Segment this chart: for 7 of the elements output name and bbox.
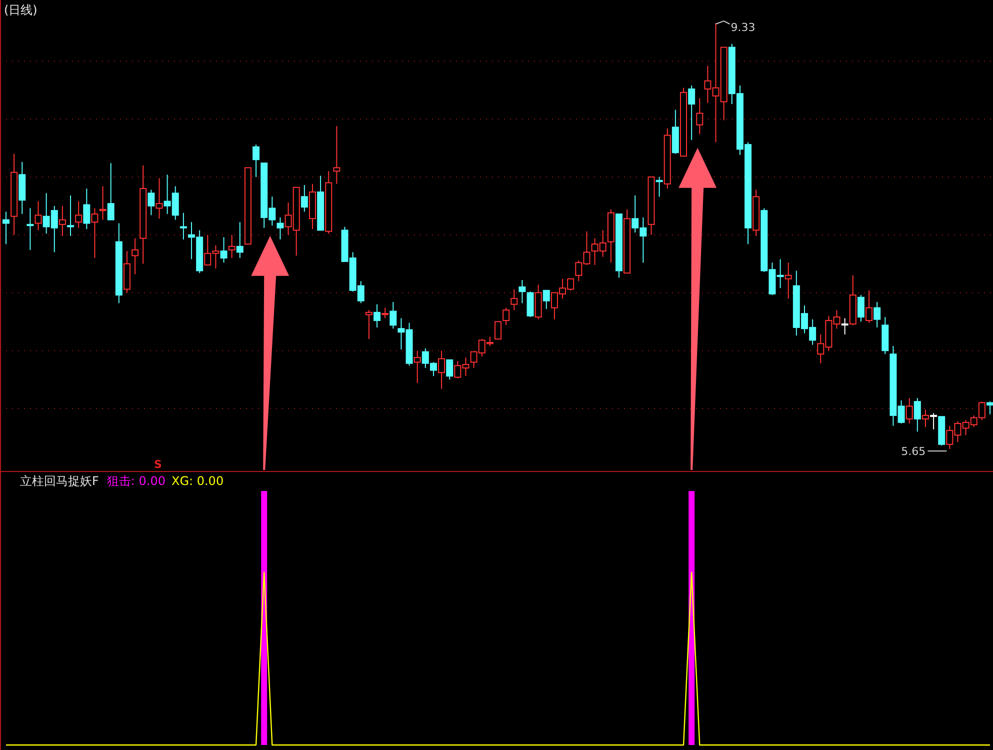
text: S (154, 458, 162, 471)
annotation: 9.33 (730, 21, 756, 34)
chart-title: 立柱回马捉妖F (20, 474, 99, 488)
annotation: 5.65 (901, 445, 926, 458)
chart-title: (日线) (4, 3, 38, 17)
text: 狙击: 0.00 (106, 474, 166, 488)
text: XG: 0.00 (171, 474, 224, 488)
